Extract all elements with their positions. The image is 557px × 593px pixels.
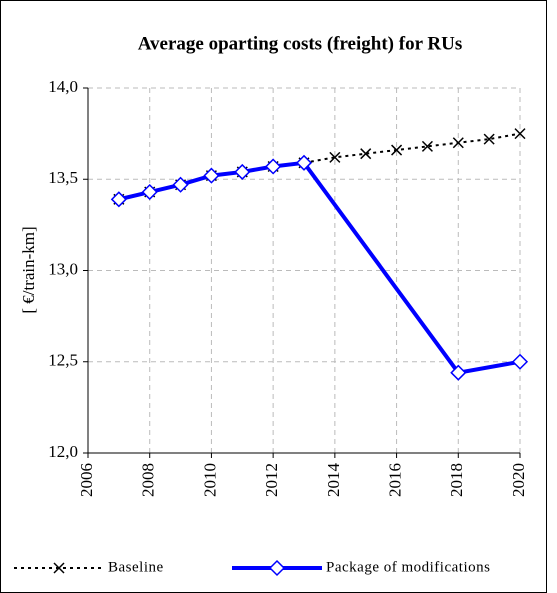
marker: [483, 133, 495, 145]
marker: [452, 137, 464, 149]
marker: [391, 144, 403, 156]
legend-label: Package of modifications: [326, 559, 490, 575]
marker: [203, 167, 220, 184]
marker: [511, 353, 529, 370]
y-tick-label: 13,0: [48, 259, 78, 278]
marker: [265, 158, 282, 175]
series-line: [118, 132, 521, 201]
marker: [268, 559, 286, 577]
marker: [360, 148, 372, 160]
marker: [514, 128, 526, 140]
marker: [53, 562, 65, 574]
marker: [141, 183, 158, 201]
y-axis-label: [ €/train-km]: [19, 226, 38, 313]
x-tick-label: 2020: [509, 463, 528, 497]
y-tick-label: 12,5: [48, 351, 78, 370]
marker: [450, 364, 467, 381]
marker: [110, 191, 127, 208]
x-tick-label: 2012: [262, 463, 281, 497]
chart-title: Average oparting costs (freight) for RUs: [138, 33, 463, 54]
marker: [329, 151, 341, 163]
marker: [172, 176, 189, 193]
x-tick-label: 2018: [447, 463, 466, 497]
y-tick-label: 12,0: [48, 442, 78, 461]
x-tick-label: 2008: [139, 463, 158, 497]
x-tick-label: 2016: [385, 463, 404, 497]
marker: [421, 140, 433, 152]
x-tick-label: 2010: [200, 463, 219, 497]
legend-label: Baseline: [108, 559, 164, 575]
marker: [295, 154, 313, 171]
x-tick-label: 2006: [77, 463, 96, 497]
y-tick-label: 14,0: [48, 77, 78, 96]
marker: [234, 163, 251, 181]
y-tick-label: 13,5: [48, 168, 78, 187]
x-tick-label: 2014: [324, 463, 343, 498]
